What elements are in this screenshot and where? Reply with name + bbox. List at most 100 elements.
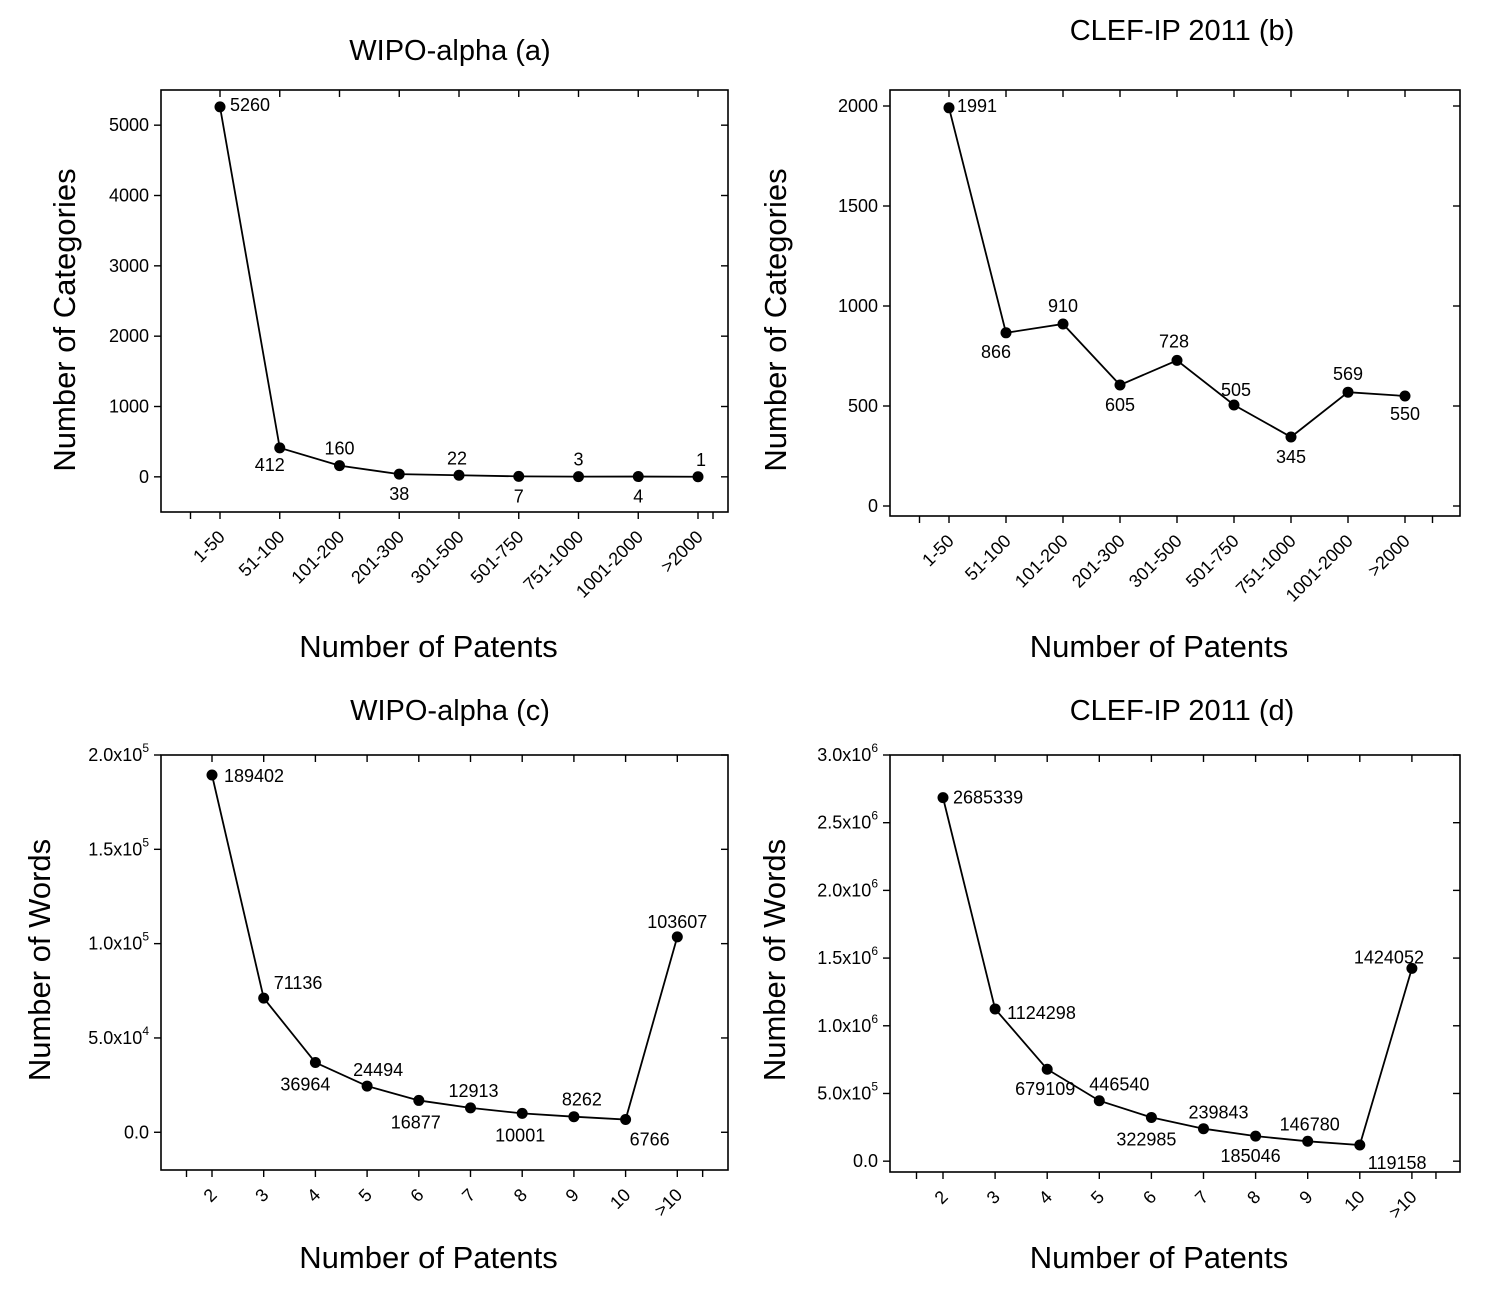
x-tick-label: 9 xyxy=(562,1185,583,1206)
data-point xyxy=(568,1111,580,1123)
data-label: 679109 xyxy=(1015,1079,1075,1099)
y-axis-title: Number of Categories xyxy=(758,168,793,471)
y-tick-mantissa: 3.0x10 xyxy=(817,745,871,765)
y-tick-exponent: 6 xyxy=(871,1012,878,1026)
x-tick-label: 7 xyxy=(1191,1187,1212,1208)
data-label: 505 xyxy=(1221,380,1251,400)
data-label: 71136 xyxy=(274,973,323,993)
y-tick-label: 1000 xyxy=(109,397,149,417)
y-tick-label: 0 xyxy=(139,467,149,487)
data-label: 1124298 xyxy=(1007,1003,1076,1023)
y-tick-exponent: 6 xyxy=(871,944,878,958)
y-tick-mantissa: 1.5x10 xyxy=(817,948,871,968)
x-tick-label: 2 xyxy=(200,1185,221,1206)
y-tick-mantissa: 2.0x10 xyxy=(817,880,871,900)
data-label: 1424052 xyxy=(1354,947,1424,967)
x-tick-label: >2000 xyxy=(657,527,707,577)
y-axis-title: Number of Words xyxy=(757,839,792,1081)
y-tick-mantissa: 1.5x10 xyxy=(88,839,142,859)
data-label: 8262 xyxy=(562,1090,602,1110)
x-tick-label: 8 xyxy=(510,1185,531,1206)
x-tick-label: >10 xyxy=(1385,1187,1421,1223)
y-tick-label: 5000 xyxy=(109,115,149,135)
x-tick-label: 4 xyxy=(303,1185,324,1206)
data-point xyxy=(258,992,270,1004)
data-label: 6766 xyxy=(630,1130,670,1150)
y-tick-label: 3000 xyxy=(109,256,149,276)
data-point xyxy=(671,931,683,943)
x-tick-label: 3 xyxy=(983,1187,1004,1208)
data-label: 605 xyxy=(1105,395,1135,415)
x-tick-label: 101-200 xyxy=(287,527,348,588)
x-tick-label: 8 xyxy=(1243,1187,1264,1208)
plot-frame xyxy=(889,754,1461,1173)
data-point xyxy=(632,471,644,483)
data-label: 866 xyxy=(981,342,1011,362)
series-line xyxy=(942,797,1413,1146)
data-point xyxy=(453,469,465,481)
data-label: 7 xyxy=(514,486,524,506)
x-tick-label: >2000 xyxy=(1364,531,1414,581)
data-label: 10001 xyxy=(495,1125,545,1145)
data-label: 119158 xyxy=(1368,1153,1427,1173)
x-axis-title: Number of Patents xyxy=(299,1240,557,1275)
x-axis-title: Number of Patents xyxy=(1030,629,1288,664)
x-tick-label: 301-500 xyxy=(407,527,468,588)
data-label: 728 xyxy=(1159,331,1189,351)
data-point xyxy=(1285,431,1297,443)
data-point xyxy=(1041,1063,1053,1075)
data-label: 16877 xyxy=(391,1112,441,1132)
y-tick-mantissa: 0.0 xyxy=(124,1122,149,1142)
x-tick-label: 10 xyxy=(606,1185,634,1213)
x-tick-label: 6 xyxy=(406,1185,427,1206)
data-point xyxy=(1145,1111,1157,1123)
y-tick-label: 3.0x106 xyxy=(817,741,878,765)
series-line xyxy=(948,107,1406,439)
y-axis-title: Number of Categories xyxy=(47,168,82,471)
x-tick-label: 10 xyxy=(1340,1187,1368,1215)
x-tick-label: 5 xyxy=(1087,1187,1108,1208)
data-point xyxy=(1302,1135,1314,1147)
y-tick-exponent: 6 xyxy=(871,876,878,890)
data-point xyxy=(334,460,345,472)
chart-title: CLEF-IP 2011 (d) xyxy=(1070,695,1295,727)
x-tick-label: 4 xyxy=(1035,1187,1056,1208)
data-label: 36964 xyxy=(280,1075,330,1095)
data-label: 239843 xyxy=(1189,1103,1249,1123)
chart-title: WIPO-alpha (a) xyxy=(349,35,550,67)
y-tick-label: 5.0x105 xyxy=(817,1079,878,1103)
y-tick-label: 4000 xyxy=(109,186,149,206)
data-label: 185046 xyxy=(1221,1146,1281,1166)
y-tick-label: 1500 xyxy=(838,196,878,216)
x-axis-title: Number of Patents xyxy=(299,629,557,664)
y-tick-mantissa: 1.0x10 xyxy=(88,934,142,954)
x-tick-label: 51-100 xyxy=(235,527,289,581)
y-tick-exponent: 6 xyxy=(871,809,878,823)
y-tick-exponent: 4 xyxy=(142,1024,149,1038)
data-point xyxy=(309,1057,321,1069)
data-label: 2685339 xyxy=(953,788,1023,808)
x-tick-label: 6 xyxy=(1139,1187,1160,1208)
y-tick-mantissa: 5.0x10 xyxy=(817,1083,871,1103)
plot-frame xyxy=(160,89,729,513)
y-tick-label: 2.5x106 xyxy=(817,809,878,833)
data-point xyxy=(1250,1130,1262,1142)
data-label: 550 xyxy=(1390,404,1420,424)
data-point xyxy=(274,442,286,454)
data-label: 12913 xyxy=(448,1081,498,1101)
y-tick-label: 1.0x105 xyxy=(88,930,149,954)
y-tick-label: 0.0 xyxy=(853,1151,878,1171)
plot-frame xyxy=(889,89,1461,517)
y-tick-exponent: 5 xyxy=(142,741,149,755)
data-point xyxy=(1000,327,1012,339)
data-label: 38 xyxy=(389,484,409,504)
data-point xyxy=(1399,390,1411,402)
data-label: 446540 xyxy=(1089,1075,1149,1095)
data-point xyxy=(989,1003,1001,1015)
data-point xyxy=(413,1094,425,1106)
data-label: 22 xyxy=(447,448,467,468)
y-tick-label: 500 xyxy=(848,396,878,416)
chart-title: CLEF-IP 2011 (b) xyxy=(1070,15,1295,47)
data-point xyxy=(1093,1095,1105,1107)
